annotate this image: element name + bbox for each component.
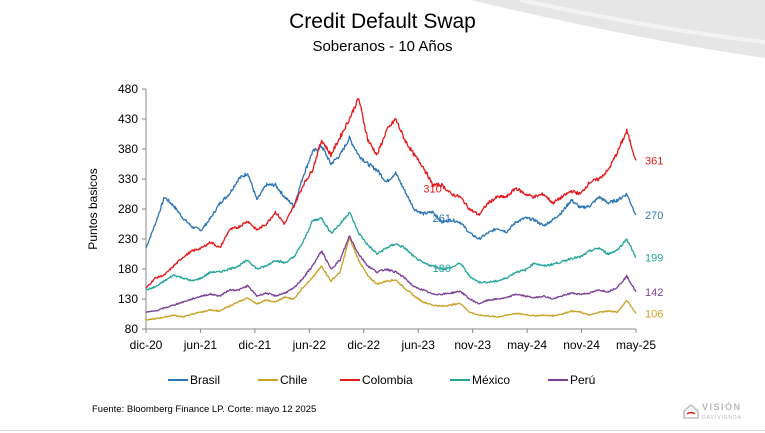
annotation-label: 310 <box>423 184 441 196</box>
end-value-label: 142 <box>645 287 663 299</box>
y-axis-title: Puntos basicos <box>86 168 100 249</box>
legend-label-colombia: Colombia <box>362 373 413 387</box>
y-tick-label: 430 <box>118 112 138 126</box>
y-tick-label: 180 <box>118 262 138 276</box>
x-tick-label: jun-21 <box>183 338 218 352</box>
x-tick-label: nov-24 <box>563 338 600 352</box>
legend-item-chile: Chile <box>258 372 307 388</box>
annotation-label: 180 <box>433 263 451 275</box>
legend-item-brasil: Brasil <box>168 372 220 388</box>
x-tick-label: dic-21 <box>239 338 272 352</box>
series-line-colombia <box>145 97 637 289</box>
annotation-label: 261 <box>433 213 451 225</box>
chart-legend: Brasil Chile Colombia México Perú <box>168 372 638 388</box>
end-value-label: 361 <box>645 155 663 167</box>
y-tick-label: 330 <box>118 172 138 186</box>
decorative-swoosh <box>470 0 765 58</box>
legend-item-colombia: Colombia <box>340 372 413 388</box>
y-tick-label: 130 <box>118 292 138 306</box>
end-value-label: 199 <box>645 253 663 265</box>
y-tick-label: 80 <box>125 322 139 336</box>
y-tick-label: 230 <box>118 232 138 246</box>
legend-swatch-brasil <box>168 378 188 381</box>
x-tick-label: dic-22 <box>347 338 380 352</box>
legend-item-peru: Perú <box>548 372 595 388</box>
legend-label-peru: Perú <box>570 373 596 387</box>
y-tick-label: 380 <box>118 142 138 156</box>
logo-name: VISIÓN <box>702 402 742 412</box>
chart-title: Credit Default Swap <box>289 10 476 33</box>
series-line-chile <box>145 237 637 321</box>
source-note: Fuente: Bloomberg Finance LP. Corte: may… <box>92 404 317 415</box>
legend-item-mexico: México <box>450 372 510 388</box>
x-tick-label: nov-23 <box>454 338 491 352</box>
y-tick-label: 480 <box>118 82 138 96</box>
series-line-perú <box>145 235 637 314</box>
y-tick-label: 280 <box>118 202 138 216</box>
x-tick-label: jun-22 <box>292 338 327 352</box>
x-tick-label: dic-20 <box>130 338 163 352</box>
legend-label-brasil: Brasil <box>190 373 221 387</box>
x-tick-label: may-24 <box>507 338 547 352</box>
legend-swatch-mexico <box>450 378 470 381</box>
legend-swatch-colombia <box>340 378 360 381</box>
footer-divider <box>0 430 765 431</box>
house-icon <box>683 403 699 419</box>
legend-label-mexico: México <box>472 373 511 387</box>
series-line-méxico <box>145 211 637 291</box>
x-tick-label: jun-23 <box>401 338 436 352</box>
end-value-label: 106 <box>645 308 663 320</box>
legend-swatch-chile <box>258 378 278 381</box>
logo-tagline: DAVIVIENDA <box>702 415 742 421</box>
chart-subtitle: Soberanos - 10 Años <box>312 38 453 55</box>
x-tick-label: may-25 <box>616 338 656 352</box>
series-line-brasil <box>145 135 637 249</box>
end-value-label: 270 <box>645 210 663 222</box>
vision-davivienda-logo: VISIÓN DAVIVIENDA <box>680 399 752 427</box>
legend-label-chile: Chile <box>280 373 308 387</box>
legend-swatch-peru <box>548 378 568 381</box>
